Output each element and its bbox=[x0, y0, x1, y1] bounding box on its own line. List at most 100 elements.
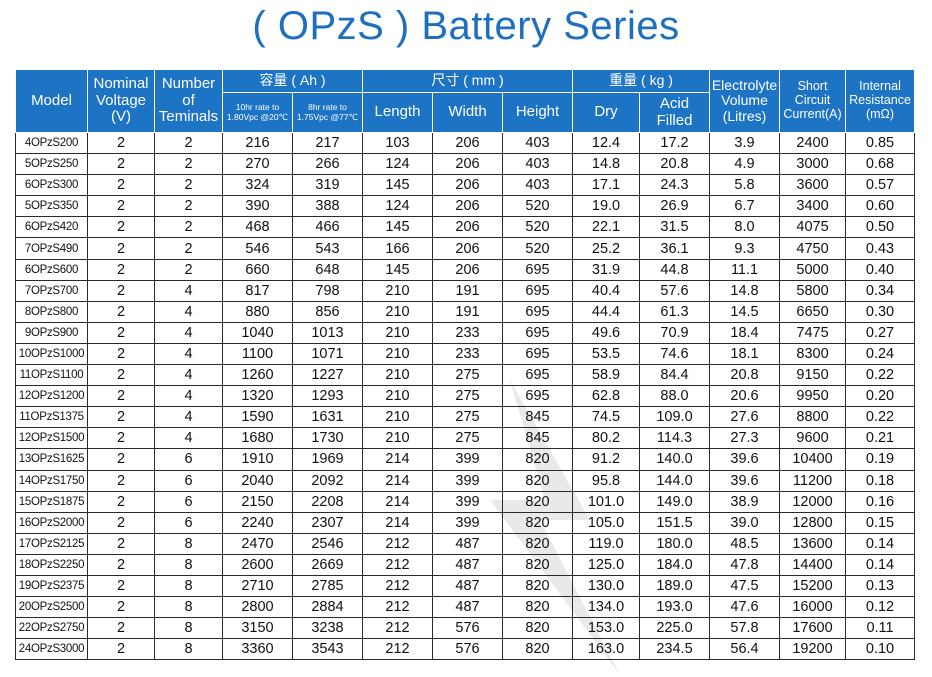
cell-electrolyte-volume: 57.8 bbox=[709, 617, 781, 640]
cell-width: 576 bbox=[432, 617, 503, 640]
table-row: 17OPzS2125 2 8 2470 2546 212 487 820 119.0 180.0 4… bbox=[15, 532, 916, 555]
cell-short-circuit-current: 6650 bbox=[779, 300, 847, 323]
cell-capacity-8hr: 2092 bbox=[292, 469, 363, 492]
cell-height: 403 bbox=[501, 131, 574, 155]
cell-nominal-voltage: 2 bbox=[87, 385, 155, 408]
cell-model: 19OPzS2375 bbox=[15, 574, 88, 598]
col-group-capacity: 容量 ( Ah ) bbox=[222, 69, 363, 93]
cell-short-circuit-current: 17600 bbox=[779, 617, 847, 640]
col-group-dimensions: 尺寸 ( mm ) bbox=[361, 69, 574, 93]
cell-short-circuit-current: 12000 bbox=[779, 490, 847, 513]
cell-electrolyte-volume: 6.7 bbox=[709, 195, 781, 218]
cell-capacity-10hr: 2470 bbox=[222, 532, 293, 555]
cell-internal-resistance: 0.16 bbox=[845, 490, 916, 513]
table-row: 7OPzS700 2 4 817 798 210 191 695 40.4 57.6 14.8 580… bbox=[15, 279, 916, 302]
page-title: ( OPzS ) Battery Series bbox=[252, 4, 680, 48]
cell-terminals: 4 bbox=[154, 364, 223, 387]
cell-dry-weight: 91.2 bbox=[572, 448, 641, 471]
cell-nominal-voltage: 2 bbox=[87, 216, 155, 239]
cell-height: 520 bbox=[501, 237, 574, 260]
cell-nominal-voltage: 2 bbox=[87, 364, 155, 387]
table-row: 15OPzS1875 2 6 2150 2208 214 399 820 101.0 149.0 3… bbox=[15, 490, 916, 513]
cell-nominal-voltage: 2 bbox=[87, 174, 155, 197]
table-row: 14OPzS1750 2 6 2040 2092 214 399 820 95.8 144.0 39… bbox=[15, 469, 916, 492]
cell-capacity-8hr: 648 bbox=[292, 258, 363, 281]
cell-terminals: 2 bbox=[154, 237, 223, 260]
cell-capacity-8hr: 388 bbox=[292, 195, 363, 218]
battery-spec-table: Model Nominal Voltage (V) Number of Temi… bbox=[15, 69, 916, 661]
cell-dry-weight: 22.1 bbox=[572, 216, 641, 239]
cell-capacity-10hr: 1910 bbox=[222, 448, 293, 471]
col-capacity-8hr: 8hr rate to 1.75Vpc @77℃ bbox=[292, 92, 363, 133]
cell-model: 11OPzS1100 bbox=[15, 364, 88, 387]
cell-width: 399 bbox=[432, 490, 503, 513]
cell-short-circuit-current: 14400 bbox=[779, 553, 847, 576]
cell-capacity-10hr: 270 bbox=[222, 153, 293, 176]
cell-dry-weight: 31.9 bbox=[572, 258, 641, 281]
cell-acid-filled-weight: 44.8 bbox=[639, 258, 711, 281]
table-row: 24OPzS3000 2 8 3360 3543 212 576 820 163.0 234.5 5… bbox=[15, 638, 916, 661]
cell-length: 210 bbox=[362, 427, 433, 450]
cell-short-circuit-current: 8800 bbox=[779, 406, 847, 429]
cell-dry-weight: 153.0 bbox=[572, 617, 641, 640]
table-row: 5OPzS350 2 2 390 388 124 206 520 19.0 26.9 6.7 3400… bbox=[15, 195, 916, 218]
table-row: 11OPzS1375 2 4 1590 1631 210 275 845 74.5 109.0 27… bbox=[15, 406, 916, 429]
cell-length: 210 bbox=[362, 364, 433, 387]
cell-acid-filled-weight: 144.0 bbox=[639, 469, 711, 492]
cell-height: 845 bbox=[501, 427, 574, 450]
table-row: 20OPzS2500 2 8 2800 2884 212 487 820 134.0 193.0 4… bbox=[15, 596, 916, 619]
cell-length: 212 bbox=[362, 596, 433, 619]
cell-length: 145 bbox=[362, 216, 433, 239]
cell-capacity-10hr: 1320 bbox=[222, 385, 293, 408]
cell-width: 206 bbox=[432, 174, 503, 197]
cell-width: 206 bbox=[432, 131, 503, 155]
cell-capacity-8hr: 2669 bbox=[292, 553, 363, 576]
cell-nominal-voltage: 2 bbox=[87, 195, 155, 218]
cell-acid-filled-weight: 70.9 bbox=[639, 321, 711, 344]
cell-capacity-10hr: 2600 bbox=[222, 553, 293, 576]
cell-acid-filled-weight: 184.0 bbox=[639, 553, 711, 576]
cell-electrolyte-volume: 27.3 bbox=[709, 427, 781, 450]
col-length: Length bbox=[362, 92, 433, 133]
cell-electrolyte-volume: 20.8 bbox=[709, 364, 781, 387]
cell-dry-weight: 130.0 bbox=[572, 574, 641, 598]
cell-nominal-voltage: 2 bbox=[87, 321, 155, 344]
table-row: 6OPzS300 2 2 324 319 145 206 403 17.1 24.3 5.8 3600… bbox=[15, 174, 916, 197]
cell-nominal-voltage: 2 bbox=[87, 448, 155, 471]
cell-terminals: 8 bbox=[154, 553, 223, 576]
cell-acid-filled-weight: 114.3 bbox=[639, 427, 711, 450]
cell-electrolyte-volume: 5.8 bbox=[709, 174, 781, 197]
cell-short-circuit-current: 3600 bbox=[779, 174, 847, 197]
cell-height: 520 bbox=[501, 195, 574, 218]
cell-length: 210 bbox=[362, 342, 433, 366]
cell-short-circuit-current: 9950 bbox=[779, 385, 847, 408]
cell-acid-filled-weight: 17.2 bbox=[639, 131, 711, 155]
cell-length: 145 bbox=[362, 174, 433, 197]
cell-internal-resistance: 0.14 bbox=[845, 553, 916, 576]
cell-nominal-voltage: 2 bbox=[87, 490, 155, 513]
cell-acid-filled-weight: 84.4 bbox=[639, 364, 711, 387]
cell-height: 520 bbox=[501, 216, 574, 239]
cell-model: 9OPzS900 bbox=[15, 321, 88, 344]
cell-width: 206 bbox=[432, 258, 503, 281]
cell-capacity-10hr: 324 bbox=[222, 174, 293, 197]
cell-internal-resistance: 0.57 bbox=[845, 174, 916, 197]
cell-model: 6OPzS420 bbox=[15, 216, 88, 239]
cell-capacity-8hr: 2546 bbox=[292, 532, 363, 555]
cell-capacity-8hr: 2208 bbox=[292, 490, 363, 513]
table-header: Model Nominal Voltage (V) Number of Temi… bbox=[15, 69, 916, 133]
cell-capacity-10hr: 468 bbox=[222, 216, 293, 239]
cell-terminals: 4 bbox=[154, 427, 223, 450]
col-acid-filled: Acid Filled bbox=[639, 92, 711, 133]
cell-dry-weight: 105.0 bbox=[572, 511, 641, 534]
cell-terminals: 8 bbox=[154, 617, 223, 640]
cell-terminals: 2 bbox=[154, 174, 223, 197]
cell-capacity-10hr: 2800 bbox=[222, 596, 293, 619]
cell-electrolyte-volume: 20.6 bbox=[709, 385, 781, 408]
cell-nominal-voltage: 2 bbox=[87, 511, 155, 534]
cell-short-circuit-current: 5000 bbox=[779, 258, 847, 281]
cell-electrolyte-volume: 18.4 bbox=[709, 321, 781, 344]
cell-short-circuit-current: 4075 bbox=[779, 216, 847, 239]
cell-nominal-voltage: 2 bbox=[87, 131, 155, 155]
cell-length: 214 bbox=[362, 511, 433, 534]
